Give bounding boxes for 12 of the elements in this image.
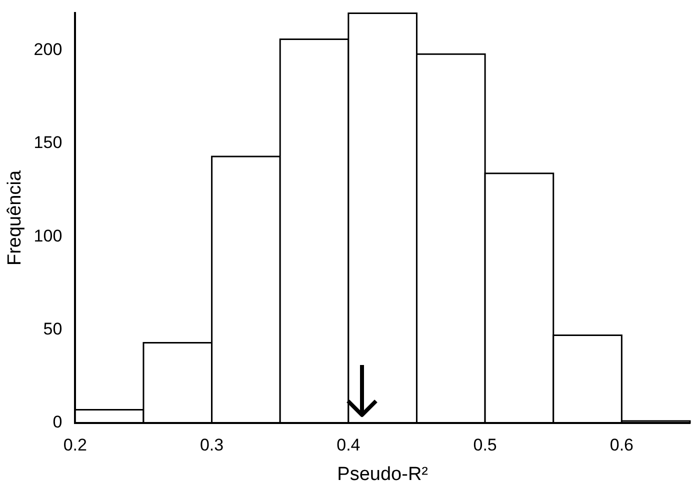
x-tick-label: 0.2 [63, 436, 87, 455]
y-tick-label: 50 [43, 319, 62, 338]
x-tick-label: 0.3 [200, 436, 224, 455]
y-tick-label: 100 [34, 226, 62, 246]
x-tick-label: 0.5 [473, 436, 497, 455]
x-tick-label: 0.6 [610, 436, 634, 455]
x-axis-title: Pseudo-R² [337, 464, 428, 485]
y-axis-title: Frequência [4, 170, 26, 266]
x-tick-label: 0.4 [336, 436, 360, 455]
y-tick-label: 200 [34, 40, 62, 60]
y-tick-label: 150 [34, 133, 62, 152]
y-tick-label: 0 [52, 412, 62, 432]
